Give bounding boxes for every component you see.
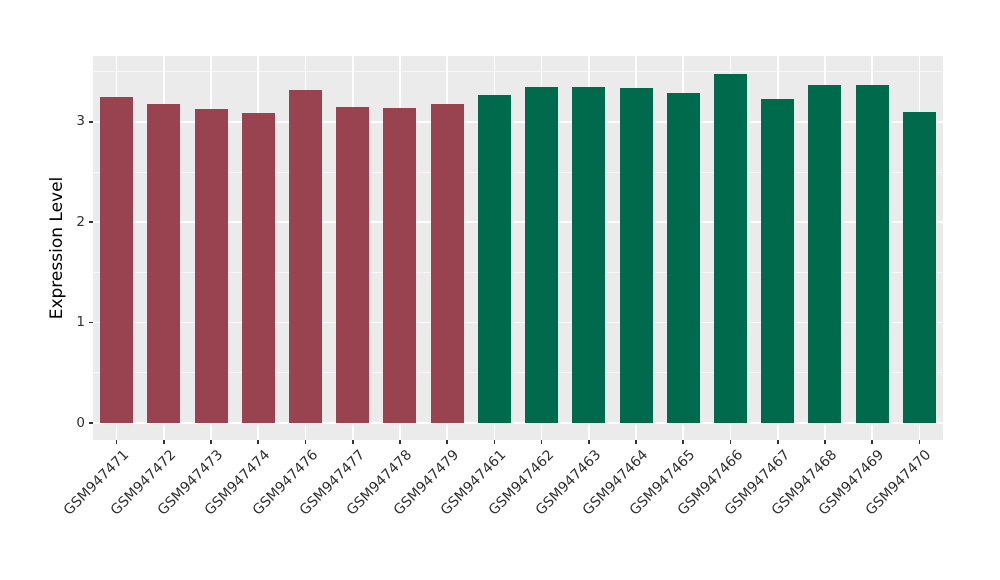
- y-tick-label-1: 1: [76, 314, 85, 331]
- x-tick-label-GSM947472: GSM947472: [107, 447, 180, 519]
- x-tick-mark: [257, 440, 260, 444]
- minor-gridline: [93, 372, 943, 374]
- x-tick-label-GSM947467: GSM947467: [721, 447, 794, 519]
- x-tick-label-GSM947473: GSM947473: [154, 447, 227, 519]
- minor-gridline: [93, 71, 943, 73]
- bar-GSM947479: [430, 103, 464, 423]
- x-tick-mark: [351, 440, 354, 444]
- x-tick-label-GSM947477: GSM947477: [296, 447, 369, 519]
- x-tick-mark: [635, 440, 637, 444]
- bar-GSM947466: [714, 73, 747, 423]
- x-tick-label-GSM947476: GSM947476: [249, 447, 321, 519]
- x-tick-mark: [493, 440, 496, 444]
- x-tick-mark: [210, 440, 212, 444]
- y-tick-mark: [88, 221, 93, 223]
- bar-GSM947467: [761, 98, 795, 423]
- bar-GSM947469: [855, 84, 889, 423]
- y-tick-label-3: 3: [76, 113, 85, 130]
- bar-GSM947468: [808, 84, 842, 423]
- x-tick-mark: [115, 440, 118, 444]
- x-tick-mark: [163, 440, 165, 444]
- x-tick-mark: [729, 440, 732, 444]
- x-tick-mark: [446, 440, 448, 444]
- y-tick-label-0: 0: [76, 414, 85, 431]
- bar-GSM947461: [477, 94, 511, 423]
- bar-GSM947474: [241, 112, 275, 423]
- bar-GSM947465: [666, 92, 700, 423]
- y-axis-title-text: Expression Level: [47, 176, 67, 320]
- x-tick-mark: [540, 440, 543, 444]
- x-tick-mark: [399, 440, 401, 444]
- major-gridline: [93, 121, 943, 123]
- x-tick-label-GSM947474: GSM947474: [201, 447, 274, 519]
- bar-GSM947473: [194, 108, 228, 423]
- x-tick-label-GSM947466: GSM947466: [674, 447, 746, 519]
- bar-GSM947462: [525, 86, 559, 423]
- x-tick-label-GSM947468: GSM947468: [768, 447, 841, 519]
- x-tick-mark: [824, 440, 826, 444]
- bar-GSM947478: [383, 107, 417, 423]
- bar-GSM947477: [336, 106, 370, 423]
- y-tick-label-2: 2: [76, 213, 85, 230]
- major-gridline: [93, 422, 943, 424]
- x-tick-mark: [304, 440, 307, 444]
- x-tick-label-GSM947478: GSM947478: [343, 447, 416, 519]
- bar-GSM947476: [289, 89, 322, 423]
- x-tick-label-GSM947462: GSM947462: [485, 447, 557, 519]
- y-tick-mark: [88, 422, 93, 424]
- major-gridline: [93, 221, 943, 223]
- x-tick-label-GSM947461: GSM947461: [438, 447, 510, 519]
- bar-GSM947472: [147, 103, 181, 423]
- bar-GSM947463: [572, 86, 606, 423]
- x-tick-label-GSM947463: GSM947463: [532, 447, 605, 519]
- plot-panel: [93, 56, 943, 440]
- minor-gridline: [93, 272, 943, 273]
- x-tick-mark: [682, 440, 685, 444]
- major-gridline: [93, 321, 943, 324]
- x-tick-mark: [871, 440, 873, 444]
- x-tick-mark: [918, 440, 921, 444]
- x-tick-label-GSM947470: GSM947470: [863, 447, 935, 519]
- x-tick-label-GSM947464: GSM947464: [579, 447, 652, 519]
- x-tick-label-GSM947471: GSM947471: [60, 447, 132, 519]
- y-tick-mark: [88, 121, 93, 123]
- x-tick-mark: [588, 440, 590, 444]
- bar-GSM947471: [100, 96, 134, 423]
- y-tick-mark: [88, 321, 93, 324]
- x-tick-mark: [776, 440, 779, 444]
- x-tick-label-GSM947465: GSM947465: [626, 447, 699, 519]
- bar-GSM947464: [619, 87, 653, 423]
- minor-gridline: [93, 171, 943, 173]
- bar-GSM947470: [902, 111, 936, 423]
